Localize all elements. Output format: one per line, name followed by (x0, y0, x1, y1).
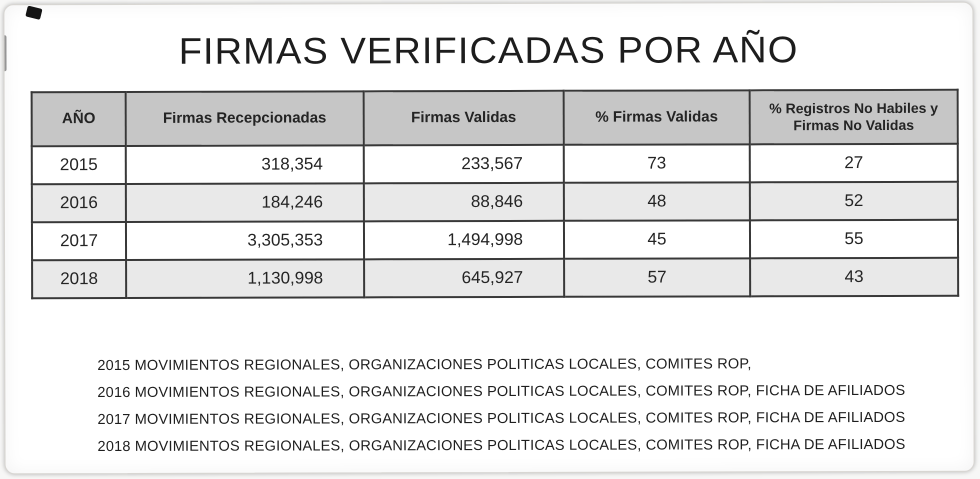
cell-pct-validas: 57 (564, 258, 751, 297)
cell-ano: 2016 (31, 183, 126, 223)
cell-ano: 2015 (31, 145, 126, 185)
note-line-2018: 2018 MOVIMIENTOS REGIONALES, ORGANIZACIO… (97, 436, 906, 456)
cell-validas: 233,567 (363, 144, 564, 184)
note-line-2015: 2015 MOVIMIENTOS REGIONALES, ORGANIZACIO… (97, 356, 752, 375)
cell-validas: 1,494,998 (363, 220, 565, 260)
cell-ano: 2017 (31, 221, 127, 261)
table-row-2018: 2018 1,130,998 645,927 57 43 (32, 257, 959, 299)
cell-pct-no-habiles: 55 (749, 219, 959, 259)
cell-validas: 88,846 (363, 182, 564, 222)
table-row-2016: 2016 184,246 88,846 48 52 (31, 181, 958, 223)
cell-validas: 645,927 (364, 258, 565, 298)
cell-pct-validas: 48 (563, 182, 750, 221)
table-header-row: AÑO Firmas Recepcionadas Firmas Validas … (31, 89, 958, 147)
cell-ano: 2018 (32, 259, 127, 299)
notes-section: 2015 MOVIMIENTOS REGIONALES, ORGANIZACIO… (97, 351, 973, 461)
column-header-pct-no-habiles: % Registros No Habiles y Firmas No Valid… (749, 89, 958, 145)
cell-pct-no-habiles: 43 (750, 257, 959, 297)
cell-recepcionadas: 3,305,353 (125, 221, 365, 260)
cell-pct-no-habiles: 52 (749, 181, 958, 221)
scanned-page: FIRMAS VERIFICADAS POR AÑO AÑO Firmas Re… (3, 1, 975, 475)
note-line-2016: 2016 MOVIMIENTOS REGIONALES, ORGANIZACIO… (97, 382, 906, 402)
cell-recepcionadas: 318,354 (125, 145, 364, 184)
page-title: FIRMAS VERIFICADAS POR AÑO (178, 29, 799, 72)
column-header-pct-validas: % Firmas Validas (563, 90, 750, 145)
column-header-ano: AÑO (31, 91, 126, 147)
cell-pct-no-habiles: 27 (749, 143, 958, 183)
cell-recepcionadas: 1,130,998 (126, 259, 365, 298)
column-header-recepcionadas: Firmas Recepcionadas (125, 91, 364, 146)
note-line-2017: 2017 MOVIMIENTOS REGIONALES, ORGANIZACIO… (97, 409, 906, 429)
cell-pct-validas: 73 (563, 144, 750, 183)
table-row-2017: 2017 3,305,353 1,494,998 45 55 (31, 219, 959, 261)
cell-recepcionadas: 184,246 (125, 183, 364, 222)
table-row-2015: 2015 318,354 233,567 73 27 (31, 143, 958, 185)
column-header-validas: Firmas Validas (363, 90, 564, 146)
cell-pct-validas: 45 (563, 220, 751, 259)
scan-artifact-top-left (25, 5, 43, 20)
signatures-table: AÑO Firmas Recepcionadas Firmas Validas … (30, 88, 960, 300)
